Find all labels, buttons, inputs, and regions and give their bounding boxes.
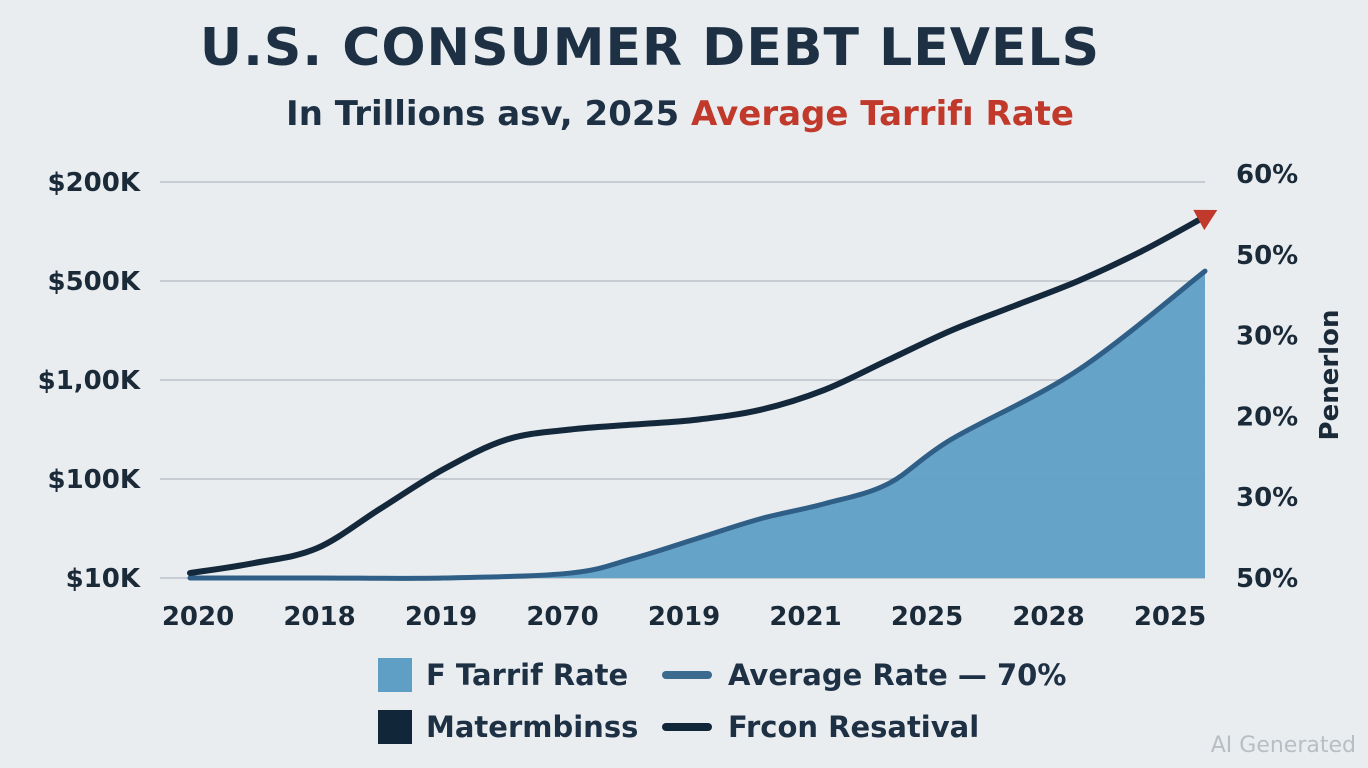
series-area-edge	[187, 268, 1208, 581]
chart-subtitle: In Trillions asv, 2025 Average Tarrifı R…	[0, 94, 1360, 134]
legend-label: Frcon Resatival	[728, 710, 980, 744]
legend-item-average-rate[interactable]: Average Rate — 70%	[662, 658, 1066, 692]
legend-label: F Tarrif Rate	[426, 658, 629, 692]
legend-swatch	[378, 710, 412, 744]
subtitle-main: In Trillions asv, 2025	[286, 94, 680, 134]
left-tick-label: $100K	[47, 465, 140, 495]
x-tick-label: 2028	[1012, 602, 1084, 632]
x-tick-label: 2020	[162, 602, 234, 632]
watermark: AI Generated	[1210, 733, 1356, 758]
legend-item-tarrif-rate[interactable]: F Tarrif Rate	[378, 658, 628, 692]
legend-item-frcon-resatival[interactable]: Frcon Resatival	[662, 710, 979, 744]
x-tick-label: 2019	[648, 602, 720, 632]
right-tick-label: 50%	[1236, 564, 1298, 594]
left-tick-label: $500K	[47, 267, 140, 297]
x-tick-label: 2025	[1134, 602, 1206, 632]
series-area-tarrif-rate	[190, 271, 1205, 579]
right-tick-label: 60%	[1236, 160, 1298, 190]
x-tick-label: 2018	[283, 602, 355, 632]
left-tick-label: $1,00K	[38, 366, 141, 396]
left-tick-label: $10K	[66, 564, 141, 594]
right-tick-label: 20%	[1236, 402, 1298, 432]
right-axis: 60% 50% 30% 20% 30% 50%	[1236, 160, 1298, 594]
legend-label: Average Rate — 70%	[728, 658, 1067, 692]
chart-title: U.S. CONSUMER DEBT LEVELS	[199, 18, 1101, 78]
series-line-frcon-resatival	[187, 213, 1208, 577]
subtitle-accent: Average Tarrifı Rate	[691, 94, 1074, 134]
right-tick-label: 30%	[1236, 483, 1298, 513]
legend-line-key	[662, 723, 712, 731]
left-axis: $200K $500K $1,00K $100K $10K	[38, 168, 141, 594]
x-tick-label: 2019	[405, 602, 477, 632]
right-axis-label: Penerlon	[1315, 310, 1345, 441]
legend-line-key	[662, 671, 712, 679]
x-axis: 2020 2018 2019 2070 2019 2021 2025 2028 2025	[162, 602, 1206, 632]
x-tick-label: 2021	[769, 602, 841, 632]
right-tick-label: 50%	[1236, 241, 1298, 271]
left-tick-label: $200K	[47, 168, 140, 198]
legend-label: Matermbinss	[426, 710, 639, 744]
arrow-head-icon	[1193, 209, 1218, 231]
series-layer	[187, 209, 1218, 581]
x-tick-label: 2070	[526, 602, 598, 632]
right-tick-label: 30%	[1236, 322, 1298, 352]
x-tick-label: 2025	[891, 602, 963, 632]
legend-swatch	[378, 658, 412, 692]
legend-item-matermbinss[interactable]: Matermbinss	[378, 710, 638, 744]
